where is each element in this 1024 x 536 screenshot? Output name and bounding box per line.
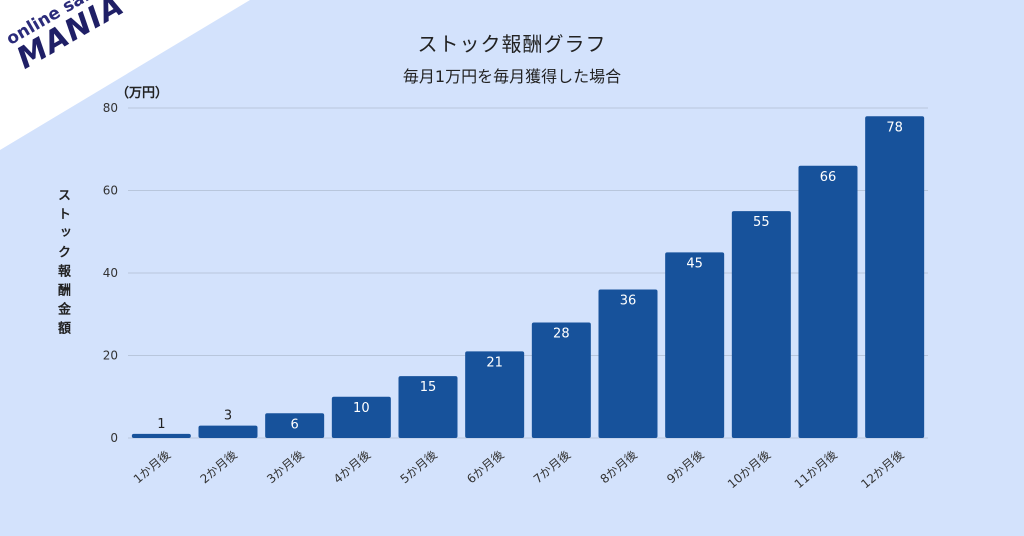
data-label: 45 <box>686 256 703 271</box>
bar <box>398 376 458 438</box>
chart-subtitle: 毎月1万円を毎月獲得した場合 <box>402 67 622 86</box>
bar <box>798 165 858 438</box>
y-tick-label: 20 <box>103 349 118 363</box>
bar <box>198 425 258 438</box>
y-axis-label: ストック報酬金額 <box>55 188 70 340</box>
bar <box>865 116 925 438</box>
data-label: 10 <box>353 401 370 416</box>
x-tick-label: 1か月後 <box>131 448 173 487</box>
bar <box>598 289 658 438</box>
y-tick-label: 0 <box>110 431 118 445</box>
y-tick-label: 60 <box>103 184 118 198</box>
x-tick-label: 10か月後 <box>725 448 773 492</box>
y-tick-label: 40 <box>103 266 118 280</box>
x-tick-label: 3か月後 <box>264 448 306 487</box>
data-label: 78 <box>886 120 903 135</box>
bar <box>531 322 591 438</box>
bar <box>331 396 391 438</box>
data-label: 36 <box>620 294 637 309</box>
x-tick-label: 5か月後 <box>397 448 439 487</box>
bar <box>265 413 325 438</box>
data-label: 66 <box>820 170 837 185</box>
y-tick-label: 80 <box>103 101 118 115</box>
data-label: 55 <box>753 215 770 230</box>
data-label: 3 <box>224 409 232 424</box>
x-tick-label: 4か月後 <box>331 448 373 487</box>
x-tick-label: 7か月後 <box>531 448 573 487</box>
data-label: 1 <box>157 417 165 432</box>
x-tick-label: 11か月後 <box>792 448 840 492</box>
bar <box>131 433 191 438</box>
x-tick-label: 2か月後 <box>197 448 239 487</box>
x-tick-label: 12か月後 <box>858 448 906 492</box>
data-label: 6 <box>291 417 299 432</box>
chart-title: ストック報酬グラフ <box>417 32 607 56</box>
x-tick-label: 8か月後 <box>597 448 639 487</box>
data-label: 28 <box>553 327 570 342</box>
y-unit-label: （万円） <box>116 86 169 101</box>
bar <box>665 252 725 438</box>
x-tick-label: 9か月後 <box>664 448 706 487</box>
data-label: 15 <box>420 380 437 395</box>
data-label: 21 <box>486 355 503 370</box>
x-tick-label: 6か月後 <box>464 448 506 487</box>
logo-banner <box>0 0 250 150</box>
bar <box>465 351 525 438</box>
bar <box>731 211 791 438</box>
